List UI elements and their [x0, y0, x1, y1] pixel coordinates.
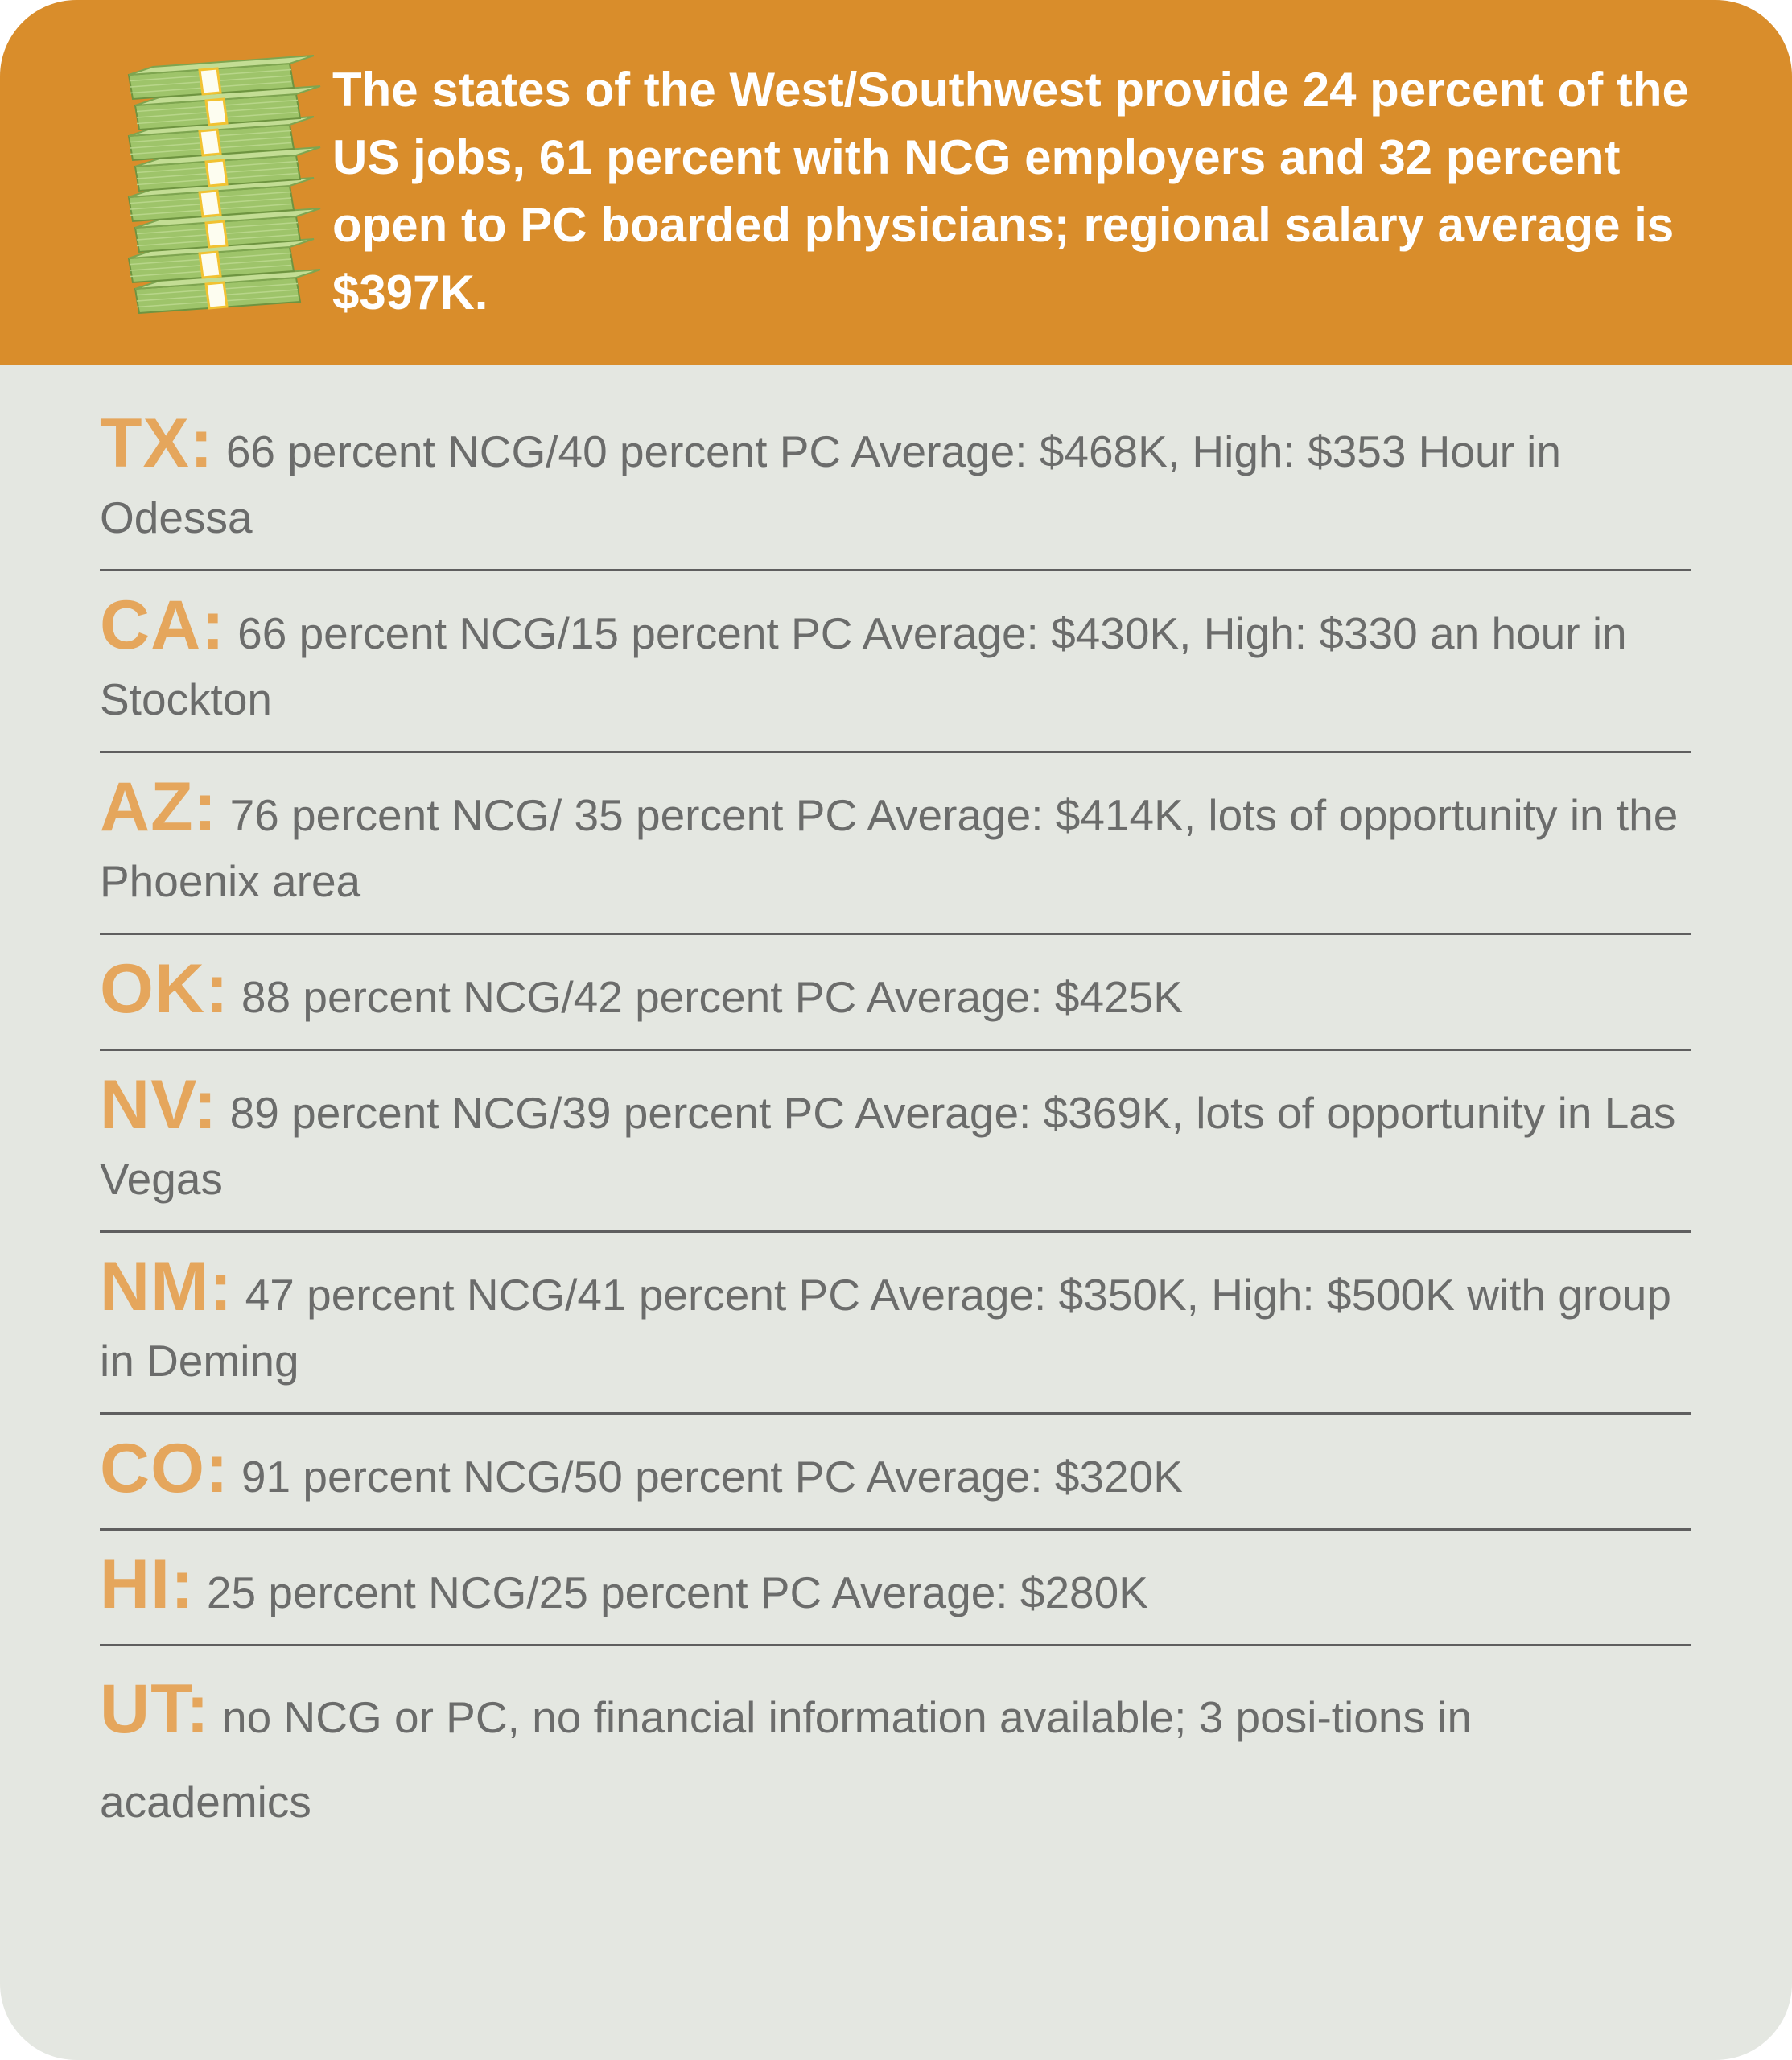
state-entry-az: AZ: 76 percent NCG/ 35 percent PC Averag… [100, 753, 1691, 935]
state-text: 66 percent NCG/40 percent PC Average: $4… [100, 426, 1561, 542]
state-abbr: TX: [100, 405, 214, 482]
bill-bundle [134, 269, 321, 314]
state-abbr: UT: [100, 1671, 210, 1748]
state-entry-ca: CA: 66 percent NCG/15 percent PC Average… [100, 571, 1691, 753]
bill-bundle [127, 177, 315, 223]
state-entry-tx: TX: 66 percent NCG/40 percent PC Average… [100, 409, 1691, 571]
bill-bundle [134, 208, 321, 253]
state-text: 76 percent NCG/ 35 percent PC Average: $… [100, 790, 1679, 906]
state-text: 91 percent NCG/50 percent PC Average: $3… [241, 1452, 1183, 1502]
bill-bundle [127, 55, 315, 101]
state-text: 47 percent NCG/41 percent PC Average: $3… [100, 1270, 1671, 1386]
state-abbr: OK: [100, 950, 229, 1028]
bill-bundle [134, 146, 321, 192]
state-text: 66 percent NCG/15 percent PC Average: $4… [100, 608, 1627, 724]
state-abbr: HI: [100, 1546, 195, 1623]
state-text: 88 percent NCG/42 percent PC Average: $4… [241, 972, 1183, 1022]
state-text: no NCG or PC, no financial information a… [100, 1692, 1473, 1827]
state-text: 89 percent NCG/39 percent PC Average: $3… [100, 1088, 1676, 1204]
state-abbr: AZ: [100, 768, 218, 846]
state-list: TX: 66 percent NCG/40 percent PC Average… [100, 409, 1691, 1863]
state-abbr: NV: [100, 1066, 218, 1143]
headline: The states of the West/Southwest provide… [332, 63, 1689, 319]
bill-bundle [127, 238, 315, 284]
state-entry-hi: HI: 25 percent NCG/25 percent PC Average… [100, 1531, 1691, 1646]
money-stack-icon [127, 55, 321, 314]
state-entry-ok: OK: 88 percent NCG/42 percent PC Average… [100, 935, 1691, 1051]
header-banner: The states of the West/Southwest provide… [0, 0, 1792, 365]
state-abbr: CO: [100, 1430, 229, 1507]
state-entry-nm: NM: 47 percent NCG/41 percent PC Average… [100, 1233, 1691, 1415]
state-text: 25 percent NCG/25 percent PC Average: $2… [206, 1568, 1148, 1617]
state-entry-ut: UT: no NCG or PC, no financial informati… [100, 1646, 1691, 1863]
state-entry-co: CO: 91 percent NCG/50 percent PC Average… [100, 1415, 1691, 1531]
bill-bundle [127, 116, 315, 162]
state-abbr: NM: [100, 1248, 233, 1325]
state-entry-nv: NV: 89 percent NCG/39 percent PC Average… [100, 1051, 1691, 1233]
bill-bundle [134, 85, 321, 131]
state-abbr: CA: [100, 587, 225, 664]
